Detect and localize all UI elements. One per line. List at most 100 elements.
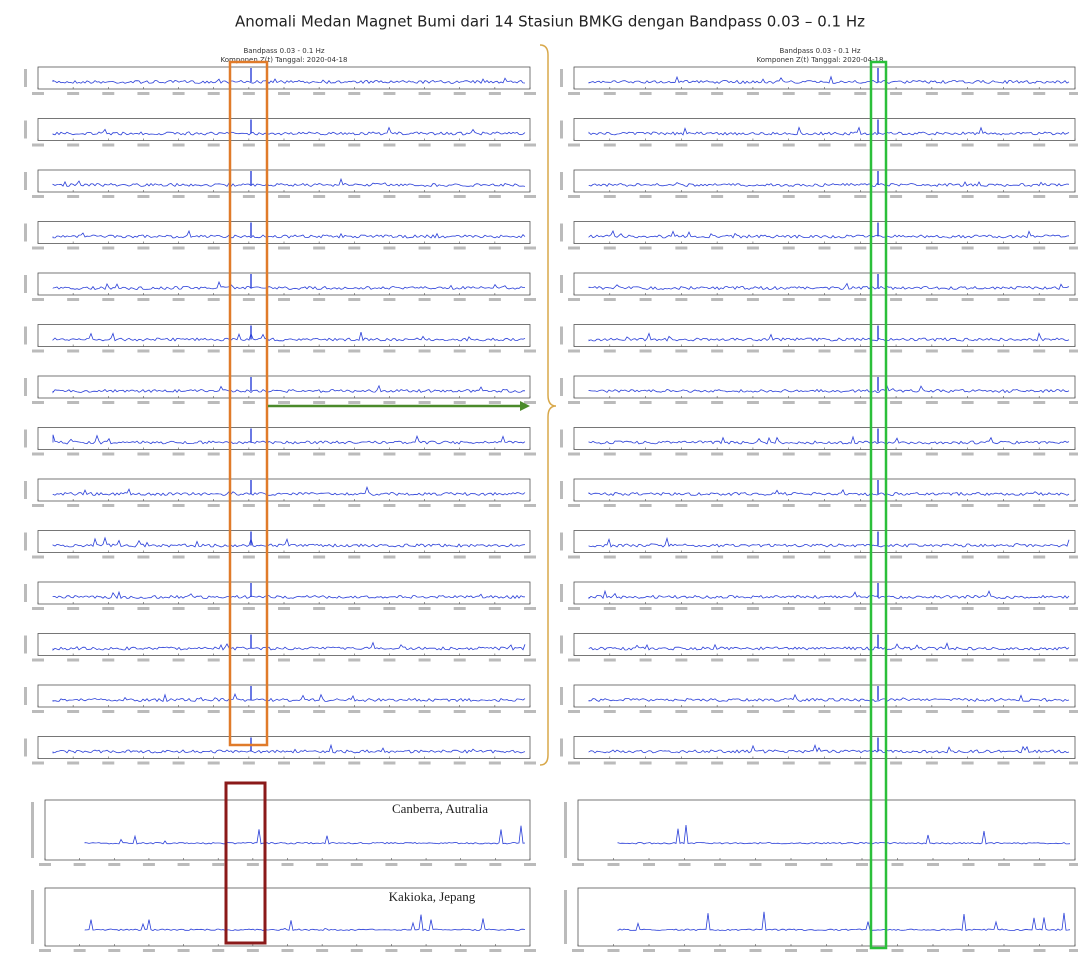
tick-text — [643, 949, 655, 952]
tick-text — [1069, 949, 1078, 952]
tick-text — [242, 195, 255, 198]
tick-text — [420, 863, 433, 866]
tick-text — [278, 504, 290, 507]
tick-text — [137, 607, 150, 610]
tick-text — [961, 504, 974, 507]
highlight-box — [228, 60, 269, 747]
tick-text — [818, 246, 831, 250]
tick-text — [278, 349, 290, 353]
tick-text — [524, 949, 536, 952]
tick-text — [603, 555, 616, 559]
tick-text — [678, 949, 691, 952]
tick-text — [348, 710, 361, 713]
tick-text — [246, 863, 259, 866]
tick-text — [278, 555, 290, 559]
signal — [52, 434, 526, 445]
tick-text — [711, 658, 724, 662]
tick-text — [383, 195, 396, 198]
tick-text — [997, 143, 1010, 147]
tick-text — [746, 349, 759, 353]
tick-text — [607, 863, 620, 866]
tick-text — [142, 863, 155, 866]
tick-text — [453, 658, 466, 662]
signal — [588, 75, 1070, 85]
tick-text — [568, 246, 580, 250]
tick-text — [313, 246, 326, 250]
tick-text — [32, 710, 44, 713]
tick-text — [348, 452, 361, 456]
tick-text — [488, 761, 501, 765]
tick-text — [639, 143, 652, 147]
tick-text — [348, 143, 361, 147]
signal — [588, 332, 1070, 342]
tick-text — [418, 504, 431, 507]
tick-text — [997, 92, 1010, 95]
tick-text — [962, 949, 975, 952]
tick-text — [854, 555, 867, 559]
tick-text — [524, 298, 536, 301]
axis-text — [560, 481, 563, 499]
tick-text — [350, 863, 363, 866]
tick-text — [603, 143, 616, 147]
tick-text — [137, 658, 150, 662]
tick-text — [207, 555, 220, 559]
tick-text — [890, 195, 903, 198]
tick-text — [102, 555, 115, 559]
tick-text — [961, 143, 974, 147]
signal — [52, 743, 526, 754]
tick-text — [32, 92, 44, 95]
tick-text — [488, 349, 501, 353]
tick-text — [961, 658, 974, 662]
signal — [52, 229, 526, 239]
plot-frame — [573, 375, 1076, 399]
tick-text — [639, 195, 652, 198]
tick-text — [1069, 607, 1078, 610]
tick-text — [172, 504, 185, 507]
tick-text — [172, 607, 185, 610]
tick-text — [1069, 92, 1078, 95]
tick-text — [278, 607, 290, 610]
tick-text — [675, 555, 688, 559]
signal — [52, 177, 526, 188]
tick-text — [925, 349, 938, 353]
tick-text — [675, 143, 688, 147]
tick-text — [383, 246, 396, 250]
tick-text — [32, 504, 44, 507]
tick-text — [1033, 658, 1046, 662]
tick-text — [854, 92, 867, 95]
tick-text — [278, 761, 290, 765]
tick-text — [1069, 658, 1078, 662]
tick-text — [32, 761, 44, 765]
tick-text — [818, 195, 831, 198]
tick-text — [207, 246, 220, 250]
axis-text — [24, 326, 27, 345]
tick-text — [73, 863, 86, 866]
tick-text — [1033, 949, 1046, 952]
signal — [588, 282, 1070, 291]
tick-text — [890, 607, 903, 610]
tick-text — [385, 863, 398, 866]
tick-text — [568, 761, 580, 765]
tick-text — [961, 761, 974, 765]
tick-text — [782, 761, 795, 765]
tick-text — [316, 863, 329, 866]
tick-text — [711, 143, 724, 147]
tick-text — [1033, 349, 1046, 353]
signal — [52, 641, 526, 651]
tick-text — [313, 452, 326, 456]
tick-text — [925, 246, 938, 250]
tick-text — [488, 401, 501, 404]
tick-text — [524, 349, 536, 353]
tick-text — [172, 195, 185, 198]
tick-text — [603, 504, 616, 507]
tick-text — [32, 555, 44, 559]
tick-text — [639, 658, 652, 662]
tick-text — [890, 143, 903, 147]
tick-text — [782, 710, 795, 713]
tick-text — [925, 298, 938, 301]
tick-text — [818, 401, 831, 404]
tick-text — [961, 710, 974, 713]
tick-text — [925, 658, 938, 662]
signal — [52, 126, 526, 136]
tick-text — [854, 658, 867, 662]
